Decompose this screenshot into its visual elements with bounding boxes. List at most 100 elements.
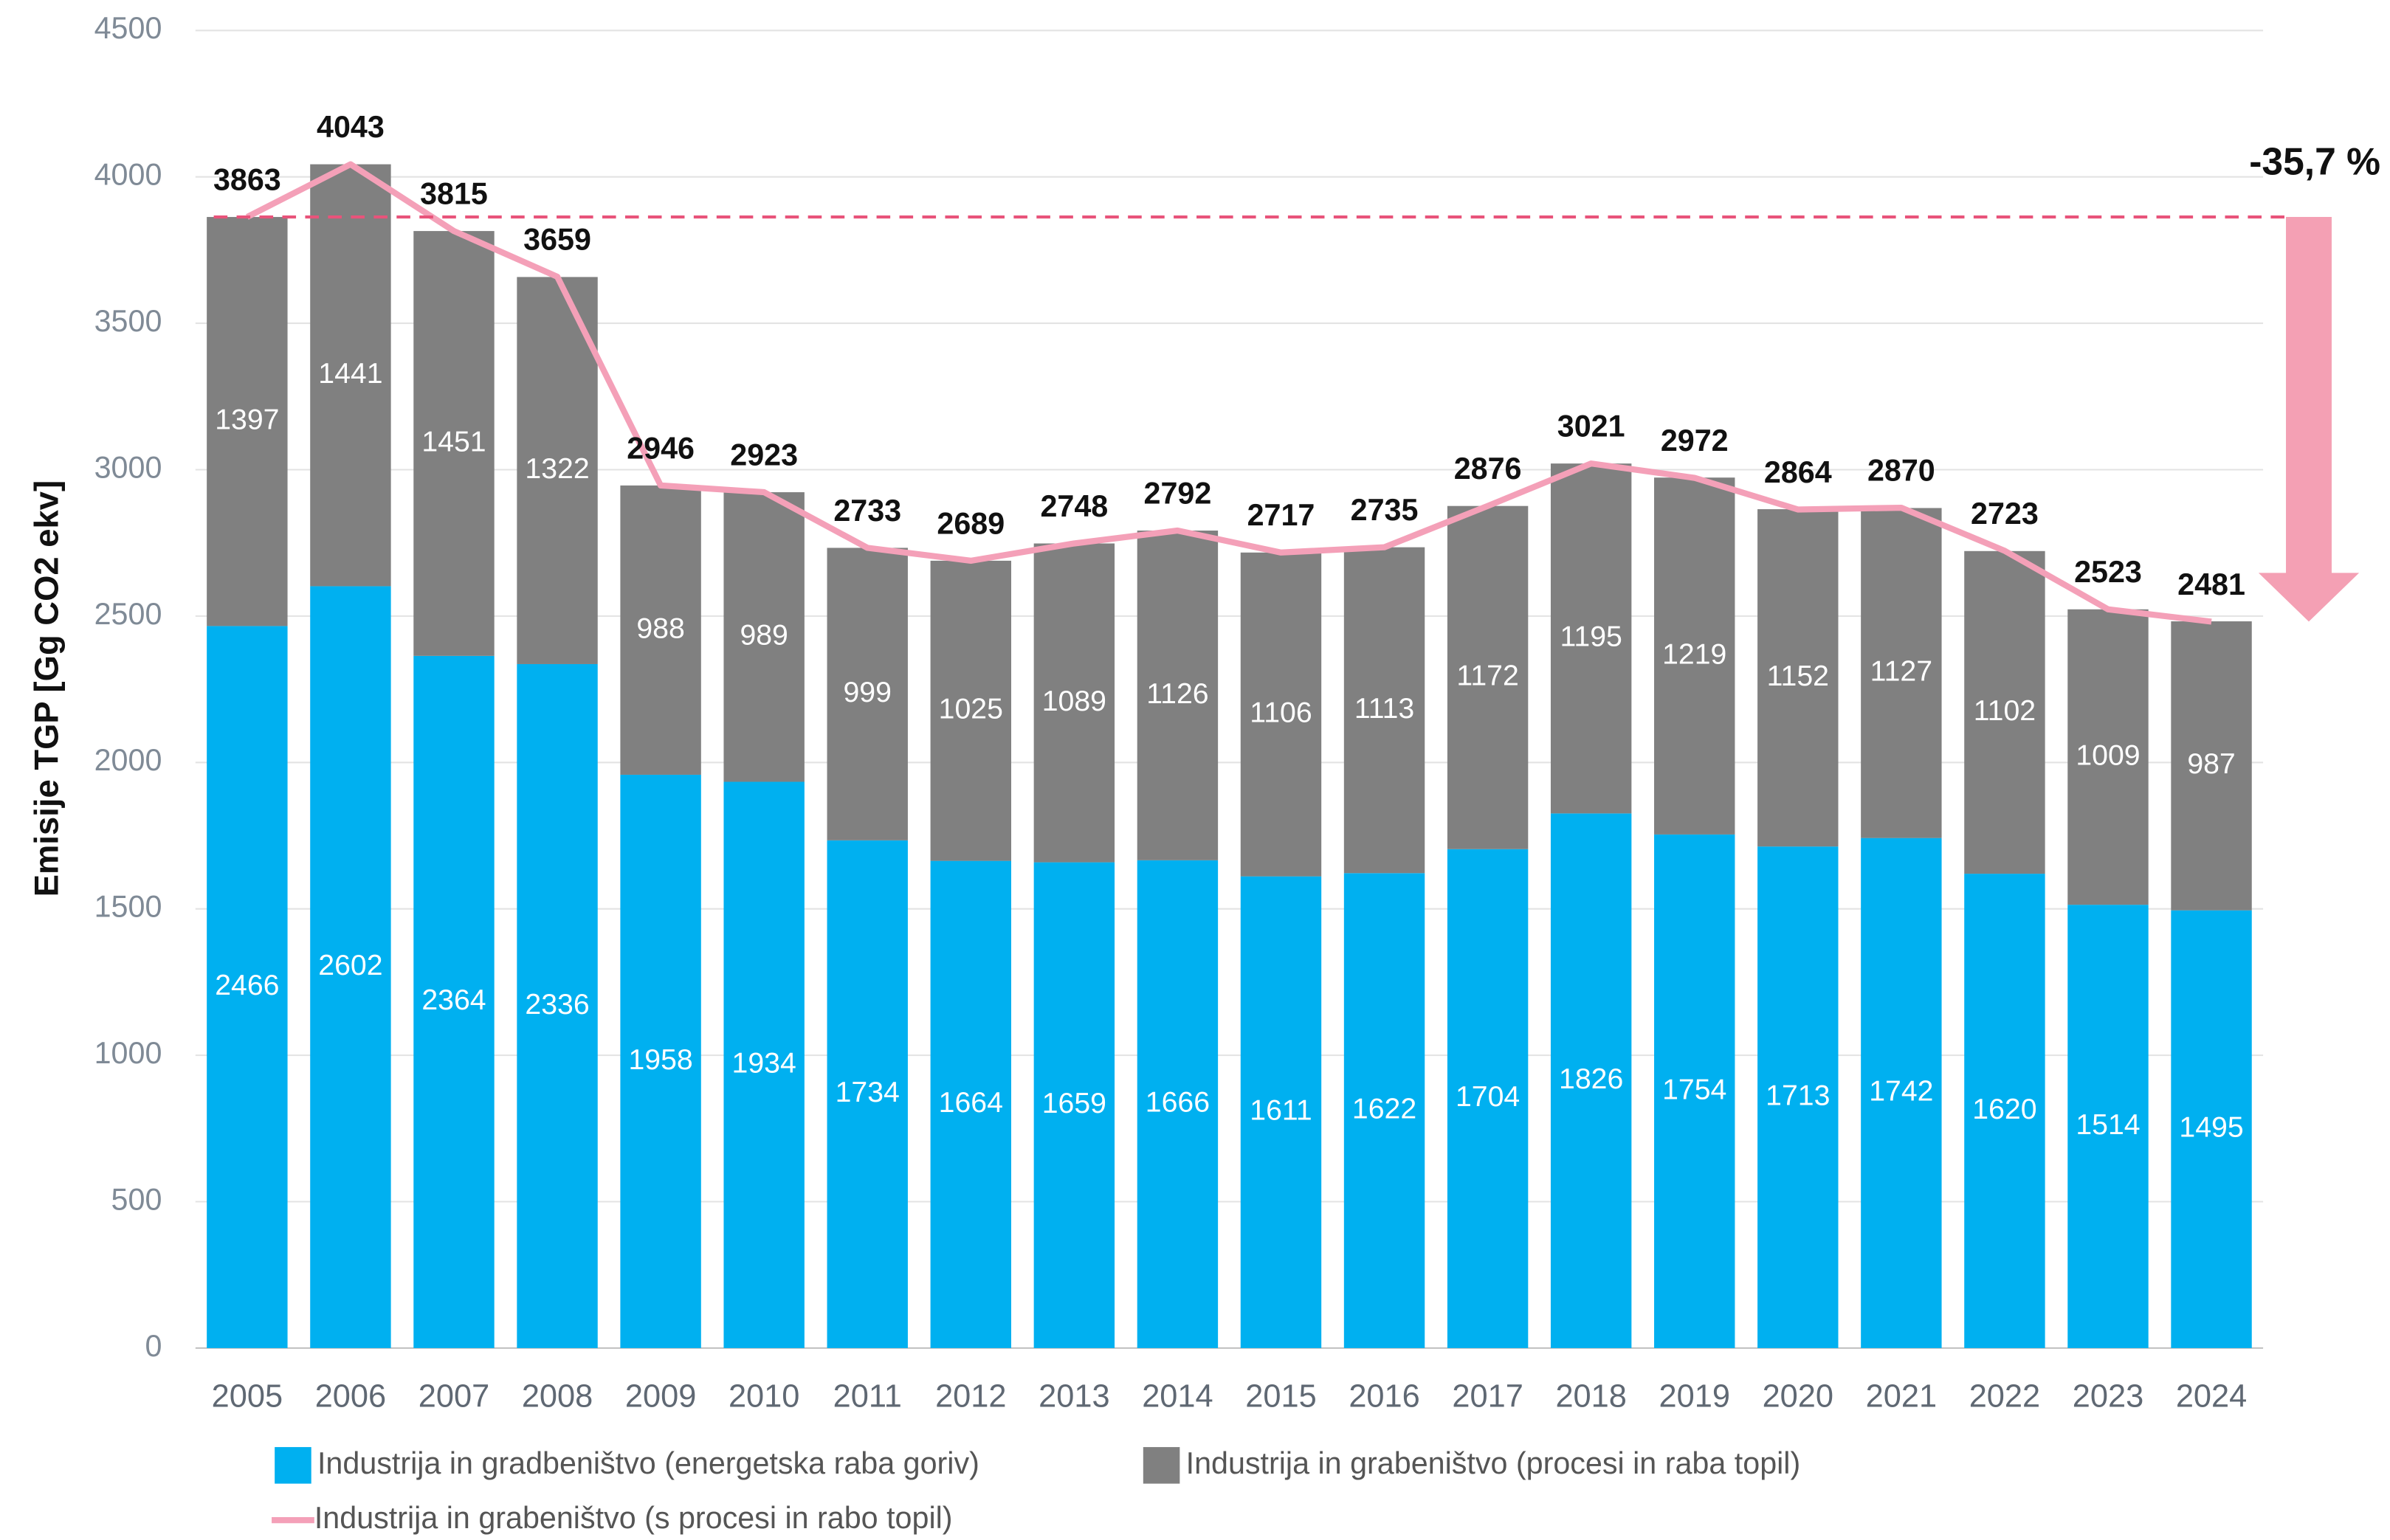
bar-segment [1137, 860, 1219, 1348]
total-label: 3863 [213, 162, 281, 196]
bar-segment [1964, 874, 2045, 1348]
bar-segment [413, 231, 495, 656]
legend-label: Industrija in grabeništvo (procesi in ra… [1186, 1446, 1801, 1480]
x-tick-label: 2011 [833, 1378, 902, 1414]
bar-segment [517, 277, 598, 664]
bar-segment [413, 655, 495, 1348]
x-tick-label: 2015 [1245, 1378, 1316, 1414]
y-tick-label: 3000 [94, 450, 162, 484]
segment-label: 1127 [1870, 655, 1932, 687]
bar-segment [1033, 862, 1115, 1348]
bar-segment [1654, 477, 1735, 835]
bar-segment [207, 217, 288, 626]
segment-label: 2336 [525, 988, 589, 1021]
segment-label: 1659 [1042, 1087, 1106, 1119]
bar-segment [723, 492, 805, 782]
segment-label: 2364 [421, 984, 486, 1016]
y-tick-label: 2500 [94, 597, 162, 631]
x-tick-label: 2014 [1142, 1378, 1213, 1414]
segment-label: 1826 [1559, 1063, 1623, 1095]
segment-label: 1611 [1250, 1094, 1312, 1127]
bar-segment [1757, 846, 1839, 1348]
bar-segment [1861, 838, 1942, 1348]
segment-label: 1754 [1662, 1073, 1726, 1105]
bar-segment [1240, 876, 1322, 1348]
bar-segment [827, 548, 908, 840]
total-label: 2717 [1247, 498, 1315, 532]
y-tick-label: 4500 [94, 11, 162, 45]
total-label: 2735 [1351, 493, 1419, 527]
y-tick-label: 1500 [94, 890, 162, 924]
total-label: 2946 [627, 431, 695, 465]
x-tick-label: 2009 [625, 1378, 696, 1414]
total-label: 2733 [833, 494, 901, 528]
bar-segment [723, 781, 805, 1348]
y-tick-label: 2000 [94, 743, 162, 777]
bar-segment [517, 663, 598, 1348]
legend-label: Industrija in grabeništvo (s procesi in … [314, 1501, 953, 1535]
segment-label: 1495 [2179, 1111, 2243, 1144]
bar-segment [1240, 552, 1322, 877]
legend-swatch [1143, 1447, 1180, 1484]
total-label: 2792 [1144, 476, 1212, 510]
bar-segment [2171, 621, 2252, 911]
segment-label: 1172 [1456, 660, 1518, 692]
y-tick-label: 1000 [94, 1036, 162, 1070]
bar-segment [310, 164, 391, 587]
bar-segment [620, 485, 701, 775]
segment-label: 1664 [939, 1086, 1003, 1119]
total-label: 2870 [1867, 454, 1935, 488]
total-label: 2864 [1764, 455, 1832, 489]
annotation: -35,7 % [2249, 140, 2380, 183]
x-tick-label: 2010 [729, 1378, 799, 1414]
total-label: 3815 [420, 177, 488, 211]
total-label: 2972 [1661, 424, 1729, 457]
segment-label: 1102 [1974, 694, 2036, 727]
total-label: 4043 [317, 110, 385, 144]
segment-label: 1704 [1456, 1080, 1520, 1113]
x-tick-label: 2021 [1866, 1378, 1937, 1414]
y-tick-label: 3500 [94, 304, 162, 338]
segment-label: 999 [844, 676, 892, 708]
total-label: 2523 [2074, 555, 2142, 589]
bar-segment [1033, 543, 1115, 863]
bar-segment [310, 586, 391, 1348]
segment-label: 2466 [215, 969, 279, 1001]
segment-label: 1958 [628, 1043, 692, 1076]
y-tick-label: 500 [111, 1182, 162, 1216]
segment-label: 2602 [318, 949, 382, 981]
x-tick-label: 2012 [935, 1378, 1006, 1414]
bar-segment [1343, 873, 1425, 1348]
segment-label: 1106 [1250, 697, 1312, 729]
bar-segment [1861, 508, 1942, 838]
x-tick-label: 2017 [1452, 1378, 1523, 1414]
bar-segment [1343, 547, 1425, 874]
y-tick-label: 0 [145, 1329, 162, 1363]
segment-label: 1219 [1662, 638, 1726, 670]
bar-segment [1137, 531, 1219, 860]
total-label: 2876 [1454, 452, 1522, 486]
legend-label: Industrija in gradbeništvo (energetska r… [317, 1446, 979, 1480]
segment-label: 1514 [2076, 1108, 2140, 1141]
segment-label: 1152 [1767, 660, 1829, 692]
bar-segment [930, 560, 1011, 861]
x-tick-label: 2022 [1969, 1378, 2040, 1414]
bar-segment [827, 840, 908, 1348]
change-arrow [2258, 217, 2360, 622]
total-label: 3021 [1557, 410, 1625, 443]
bar-segment [1550, 813, 1632, 1348]
segment-label: 1713 [1766, 1079, 1830, 1111]
segment-label: 989 [740, 619, 788, 652]
segment-label: 1126 [1146, 677, 1208, 710]
x-tick-label: 2007 [419, 1378, 489, 1414]
bar-segment [1654, 834, 1735, 1348]
total-label: 2923 [730, 438, 798, 472]
segment-label: 1451 [421, 425, 486, 457]
segment-label: 1195 [1560, 621, 1622, 653]
bar-segment [1447, 849, 1529, 1348]
total-label: 2689 [937, 506, 1005, 540]
x-tick-label: 2018 [1555, 1378, 1626, 1414]
segment-label: 1397 [215, 404, 279, 436]
total-label: 3659 [523, 222, 591, 256]
